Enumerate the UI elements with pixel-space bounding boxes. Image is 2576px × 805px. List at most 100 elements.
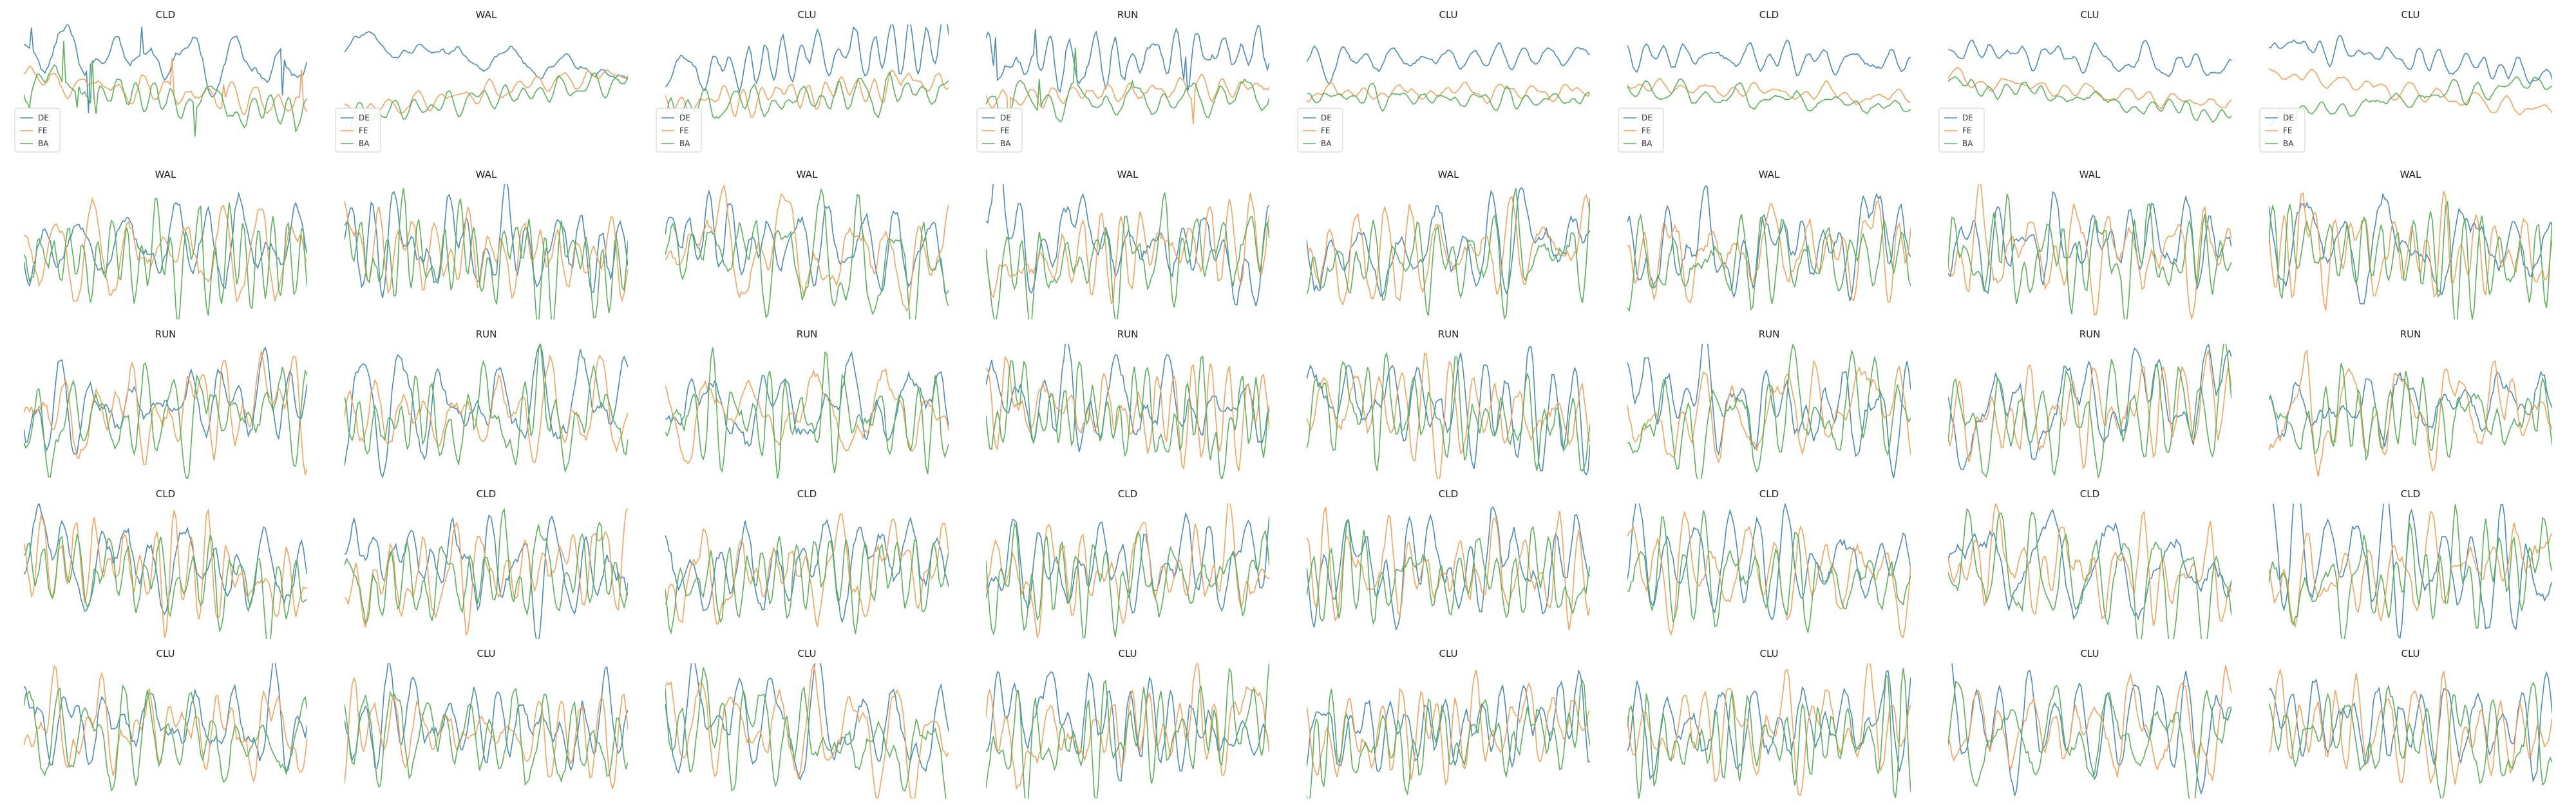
legend-label-ba: BA [1000, 139, 1011, 148]
series-line-de [1948, 191, 2231, 294]
series-line-de [345, 184, 628, 298]
panel-title: CLU [2401, 9, 2420, 21]
panel-r3-c6: CLD [1948, 488, 2231, 639]
legend: DE FE BA [1618, 108, 1664, 153]
panel-r4-c5: CLU [1627, 648, 1911, 799]
series-line-ba [1627, 344, 1911, 479]
series-line-fe [665, 664, 949, 799]
series-line-fe [1627, 663, 1911, 796]
panel-r3-c4: CLD [1307, 488, 1590, 631]
series-line-ba [2269, 200, 2552, 319]
panel-r3-c3: CLD [986, 488, 1269, 639]
panel-title: CLD [2080, 488, 2099, 500]
series-line-fe [986, 193, 1269, 305]
series-line-fe [24, 508, 307, 638]
series-line-de [24, 24, 307, 114]
legend-label-de: DE [1962, 113, 1973, 122]
panel-r2-c4: RUN [1307, 328, 1590, 479]
panel-title: CLD [1439, 488, 1458, 500]
panel-title: WAL [2079, 169, 2101, 180]
panel-title: CLU [2080, 648, 2099, 659]
series-line-ba [1307, 679, 1590, 799]
panel-title: CLU [2401, 648, 2420, 659]
series-line-fe [2269, 510, 2552, 628]
panel-title: CLU [156, 648, 175, 659]
series-line-ba [2269, 681, 2552, 799]
series-line-ba [24, 362, 307, 479]
series-line-fe [1307, 81, 1590, 105]
series-line-fe [24, 665, 307, 784]
panel-title: CLU [797, 9, 816, 21]
series-line-fe [1948, 504, 2231, 627]
series-line-fe [1307, 352, 1590, 479]
legend-box [976, 108, 1023, 153]
panel-r2-c1: RUN [345, 328, 628, 479]
series-line-fe [24, 196, 307, 303]
series-line-ba [1627, 668, 1911, 799]
panel-r0-c1: WAL DE FE BA [335, 9, 628, 153]
series-line-de [345, 663, 628, 772]
series-line-ba [986, 663, 1269, 799]
panel-title: WAL [1438, 169, 1459, 180]
series-line-de [1951, 663, 2231, 797]
panel-r0-c0: CLD DE FE BA [14, 9, 307, 153]
series-line-de [1307, 506, 1590, 631]
legend-label-de: DE [1321, 113, 1332, 122]
panel-title: WAL [476, 169, 497, 180]
panel-title: CLD [797, 488, 817, 500]
series-line-fe [1307, 193, 1590, 307]
series-line-ba [1307, 352, 1590, 472]
panel-title: RUN [2079, 328, 2101, 340]
series-line-fe [2269, 68, 2552, 116]
legend-box [1618, 108, 1664, 153]
panel-title: CLU [1439, 648, 1457, 659]
series-line-ba [1307, 519, 1590, 625]
panel-title: CLU [2080, 9, 2099, 21]
panel-r2-c5: RUN [1627, 328, 1911, 479]
series-line-fe [665, 513, 949, 627]
panel-title: RUN [1117, 9, 1139, 21]
series-line-de [2269, 670, 2552, 783]
panel-title: RUN [476, 328, 497, 340]
series-line-fe [986, 504, 1269, 639]
series-line-fe [1627, 511, 1911, 638]
legend-box [656, 108, 702, 153]
panel-title: RUN [1117, 328, 1139, 340]
series-line-ba [986, 522, 1269, 638]
series-line-ba [2269, 504, 2552, 639]
series-line-de [1627, 670, 1911, 781]
panel-r4-c2: CLU [665, 648, 949, 799]
panel-r4-c0: CLU [24, 648, 307, 792]
panel-r3-c7: CLD [2269, 488, 2552, 639]
series-line-ba [2269, 76, 2552, 126]
panel-title: WAL [1759, 169, 1780, 180]
series-line-de [345, 30, 628, 80]
panel-r3-c1: CLD [345, 488, 628, 639]
panel-r1-c7: WAL [2269, 169, 2552, 319]
series-line-de [1307, 187, 1590, 298]
series-line-de [1627, 504, 1911, 621]
legend-label-ba: BA [679, 139, 690, 148]
series-line-ba [665, 347, 949, 479]
series-line-ba [1627, 213, 1911, 312]
series-line-de [986, 670, 1269, 782]
panel-r2-c0: RUN [24, 328, 307, 479]
panel-r4-c7: CLU [2269, 648, 2552, 799]
legend-label-de: DE [38, 113, 49, 122]
series-line-ba [1948, 76, 2231, 123]
series-line-ba [665, 536, 949, 635]
series-line-fe [1948, 184, 2231, 319]
panel-r3-c5: CLD [1627, 488, 1911, 638]
legend-box [2259, 108, 2306, 153]
legend-box [14, 108, 61, 153]
series-line-ba [1948, 507, 2231, 639]
panel-title: WAL [1117, 169, 1139, 180]
panel-r1-c1: WAL [345, 169, 628, 319]
legend-label-ba: BA [1962, 139, 1973, 148]
legend-label-fe: FE [1000, 126, 1009, 135]
series-line-de [24, 663, 307, 773]
legend-box [1938, 108, 1985, 153]
legend-label-de: DE [2283, 113, 2294, 122]
legend: DE FE BA [2259, 108, 2306, 153]
